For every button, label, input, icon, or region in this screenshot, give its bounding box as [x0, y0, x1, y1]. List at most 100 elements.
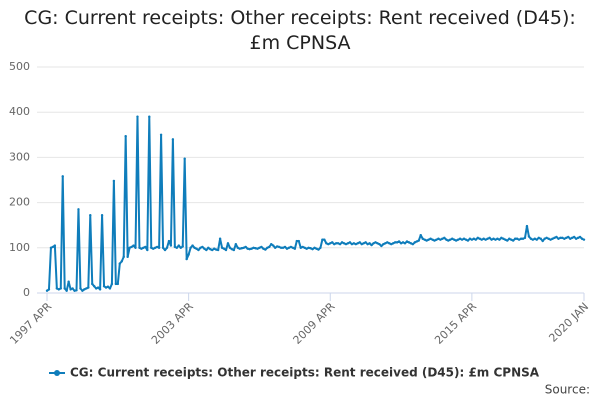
point: [462, 237, 466, 240]
point: [212, 247, 216, 250]
point: [486, 237, 489, 240]
point: [193, 246, 196, 249]
point: [317, 248, 320, 251]
point: [85, 287, 88, 290]
point: [350, 242, 354, 246]
point: [458, 237, 462, 240]
point: [427, 238, 430, 241]
point: [456, 238, 460, 241]
point: [332, 242, 336, 246]
point: [331, 241, 334, 244]
point: [91, 282, 94, 286]
point: [281, 246, 285, 249]
point: [510, 238, 513, 241]
x-tick-label: 1997 APR: [7, 300, 54, 347]
point: [511, 239, 515, 242]
point: [108, 287, 112, 290]
point: [234, 242, 238, 246]
point: [539, 237, 542, 240]
point: [273, 246, 277, 249]
point: [106, 285, 110, 288]
point: [382, 242, 385, 246]
point: [323, 238, 326, 241]
point: [553, 236, 556, 240]
point: [203, 247, 206, 250]
point: [490, 238, 493, 241]
point: [338, 242, 342, 246]
point: [165, 246, 169, 249]
point: [49, 246, 53, 249]
point: [150, 246, 153, 249]
point: [287, 246, 291, 249]
point: [295, 239, 299, 243]
point: [205, 248, 208, 252]
point: [531, 238, 535, 241]
point: [484, 238, 487, 241]
point: [153, 246, 157, 249]
point: [177, 244, 180, 247]
point: [362, 242, 365, 245]
point: [336, 242, 340, 245]
point: [472, 237, 476, 240]
point: [390, 242, 393, 246]
point: [96, 286, 100, 289]
point: [443, 236, 446, 240]
point: [275, 245, 279, 248]
point: [319, 246, 322, 249]
point: [397, 240, 401, 243]
point: [399, 242, 403, 245]
point: [77, 208, 80, 211]
point: [120, 260, 123, 263]
point: [93, 285, 96, 288]
point: [63, 287, 66, 290]
point: [445, 238, 448, 241]
point: [578, 235, 582, 239]
point: [87, 286, 90, 289]
point: [447, 239, 450, 242]
point: [570, 236, 574, 240]
point: [53, 244, 57, 247]
point: [454, 239, 458, 242]
point: [81, 289, 84, 292]
point: [576, 236, 580, 240]
point: [140, 247, 143, 250]
point: [266, 246, 269, 249]
point: [405, 240, 409, 243]
point: [315, 247, 318, 250]
point: [45, 289, 49, 292]
point: [549, 238, 552, 241]
point: [521, 237, 525, 240]
point: [256, 247, 259, 250]
point: [563, 237, 566, 240]
point: [344, 242, 348, 246]
point: [470, 238, 474, 241]
point: [207, 246, 210, 249]
point: [441, 237, 444, 240]
point: [222, 247, 226, 250]
point: [169, 244, 173, 247]
point: [374, 241, 377, 244]
point: [146, 248, 149, 252]
point: [557, 237, 560, 240]
point: [173, 245, 177, 249]
point: [124, 134, 127, 138]
point: [167, 239, 171, 243]
series-line: [46, 115, 585, 292]
point: [384, 242, 387, 245]
x-tick-label: 2003 APR: [149, 300, 196, 347]
point: [517, 238, 521, 241]
point: [67, 280, 70, 283]
point: [214, 248, 218, 251]
point: [144, 245, 147, 249]
point: [358, 241, 361, 244]
point: [452, 238, 456, 241]
point: [65, 289, 68, 292]
point: [504, 238, 507, 241]
point: [246, 247, 249, 250]
point: [449, 238, 452, 241]
y-tick-label: 0: [23, 286, 30, 299]
point: [407, 241, 411, 244]
point: [244, 245, 247, 249]
point: [474, 238, 478, 241]
point: [476, 236, 479, 240]
